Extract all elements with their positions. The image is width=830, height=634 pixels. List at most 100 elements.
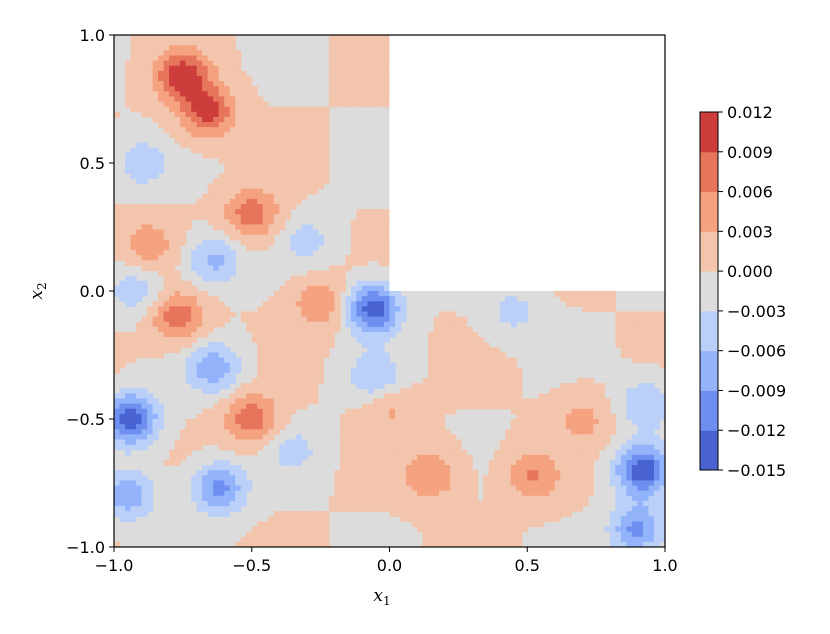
contour-cell bbox=[235, 475, 242, 482]
contour-cell bbox=[323, 275, 330, 282]
contour-cell bbox=[202, 60, 209, 67]
contour-cell bbox=[268, 127, 275, 133]
contour-cell bbox=[218, 398, 225, 405]
contour-cell bbox=[251, 321, 258, 328]
contour-cell bbox=[114, 475, 121, 482]
contour-cell bbox=[383, 495, 391, 502]
contour-cell bbox=[158, 96, 165, 103]
contour-cell bbox=[268, 434, 275, 441]
contour-cell bbox=[328, 296, 335, 302]
contour-cell bbox=[328, 326, 335, 333]
contour-cell bbox=[130, 475, 137, 482]
contour-cell bbox=[273, 362, 280, 369]
contour-cell bbox=[494, 536, 501, 543]
contour-cell bbox=[571, 424, 578, 430]
contour-cell bbox=[169, 60, 176, 67]
contour-cell bbox=[295, 362, 302, 369]
contour-cell bbox=[345, 413, 352, 420]
contour-cell bbox=[196, 316, 203, 323]
contour-cell bbox=[136, 352, 143, 359]
contour-cell bbox=[262, 403, 269, 410]
contour-cell bbox=[284, 357, 291, 364]
contour-cell bbox=[141, 173, 148, 179]
contour-cell bbox=[218, 224, 225, 231]
contour-cell bbox=[433, 434, 440, 441]
contour-cell bbox=[345, 301, 352, 307]
contour-cell bbox=[229, 372, 236, 379]
contour-cell bbox=[372, 285, 380, 292]
contour-cell bbox=[273, 352, 280, 359]
contour-cell bbox=[295, 321, 302, 328]
contour-cell bbox=[185, 86, 192, 92]
contour-cell bbox=[372, 306, 380, 313]
contour-cell bbox=[334, 96, 341, 103]
contour-cell bbox=[295, 337, 302, 343]
contour-cell bbox=[218, 81, 225, 87]
contour-cell bbox=[213, 142, 220, 149]
contour-cell bbox=[301, 326, 308, 333]
contour-cell bbox=[114, 239, 121, 246]
contour-cell bbox=[306, 357, 313, 364]
contour-cell bbox=[576, 378, 583, 384]
contour-cell bbox=[147, 321, 154, 328]
contour-cell bbox=[224, 311, 231, 318]
contour-cell bbox=[240, 70, 247, 77]
contour-cell bbox=[472, 342, 479, 348]
contour-cell bbox=[262, 388, 269, 394]
contour-cell bbox=[499, 367, 506, 374]
contour-cell bbox=[224, 229, 231, 236]
contour-cell bbox=[499, 362, 506, 369]
contour-cell bbox=[284, 316, 291, 323]
contour-cell bbox=[345, 475, 352, 482]
contour-cell bbox=[136, 342, 143, 348]
contour-cell bbox=[191, 65, 198, 72]
contour-cell bbox=[295, 280, 302, 287]
contour-cell bbox=[224, 270, 231, 277]
contour-cell bbox=[295, 531, 302, 538]
contour-cell bbox=[323, 132, 330, 138]
contour-cell bbox=[350, 285, 358, 292]
contour-cell bbox=[488, 541, 495, 547]
contour-cell bbox=[191, 81, 198, 87]
contour-cell bbox=[306, 372, 313, 379]
contour-cell bbox=[472, 541, 479, 547]
contour-cell bbox=[158, 219, 165, 226]
contour-cell bbox=[422, 378, 429, 384]
contour-cell bbox=[367, 495, 374, 502]
contour-cell bbox=[532, 511, 539, 517]
contour-cell bbox=[246, 239, 253, 246]
contour-cell bbox=[345, 260, 352, 266]
contour-cell bbox=[180, 234, 187, 241]
contour-cell bbox=[196, 81, 203, 87]
contour-cell bbox=[119, 408, 126, 415]
contour-cell bbox=[207, 388, 214, 394]
contour-cell bbox=[527, 459, 534, 466]
contour-cell bbox=[367, 321, 374, 328]
contour-cell bbox=[450, 311, 457, 318]
contour-cell bbox=[301, 531, 308, 538]
contour-cell bbox=[328, 65, 335, 72]
contour-cell bbox=[554, 419, 561, 425]
contour-cell bbox=[235, 357, 242, 364]
contour-cell bbox=[235, 465, 242, 471]
contour-cell bbox=[356, 229, 363, 236]
contour-cell bbox=[147, 163, 154, 169]
contour-cell bbox=[284, 362, 291, 369]
contour-cell bbox=[417, 408, 424, 415]
contour-cell bbox=[554, 413, 561, 420]
contour-cell bbox=[273, 367, 280, 374]
contour-cell bbox=[361, 367, 369, 374]
contour-cell bbox=[356, 454, 363, 461]
contour-cell bbox=[114, 439, 121, 446]
contour-cell bbox=[582, 490, 589, 497]
contour-cell bbox=[538, 511, 545, 517]
contour-cell bbox=[383, 244, 391, 251]
contour-cell bbox=[218, 40, 225, 46]
contour-cell bbox=[257, 244, 264, 251]
contour-cell bbox=[411, 434, 418, 441]
contour-cell bbox=[395, 398, 402, 405]
contour-cell bbox=[130, 60, 137, 67]
contour-cell bbox=[235, 163, 242, 169]
contour-cell bbox=[163, 106, 170, 113]
contour-cell bbox=[180, 209, 187, 215]
